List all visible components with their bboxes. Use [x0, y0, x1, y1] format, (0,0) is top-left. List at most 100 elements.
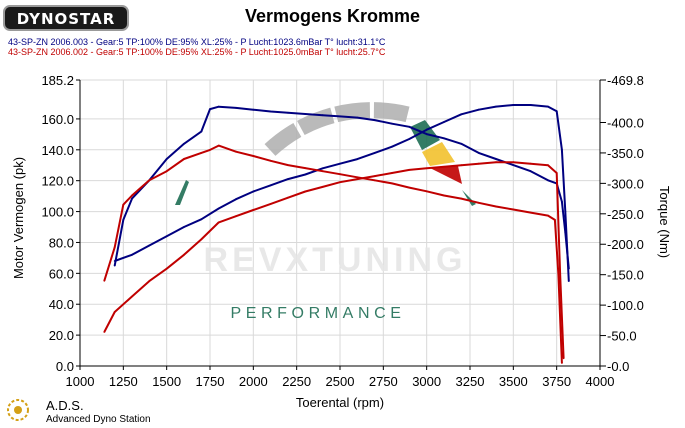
x-tick-label: 2500: [326, 374, 355, 389]
watermark-gauge-red: [430, 166, 462, 184]
data-point: [287, 111, 289, 114]
data-point: [555, 172, 558, 174]
data-point: [235, 107, 237, 109]
data-point: [495, 158, 497, 160]
data-point: [339, 115, 341, 118]
x-tick-label: 3250: [456, 374, 485, 389]
data-point: [425, 133, 428, 136]
data-point: [252, 108, 255, 111]
data-point: [200, 152, 203, 154]
data-point: [113, 246, 116, 249]
data-point: [200, 130, 203, 133]
data-point: [356, 116, 359, 119]
data-point: [547, 105, 549, 108]
data-point: [200, 238, 203, 241]
y-tick-label-left: 120.0: [41, 174, 74, 189]
data-point: [391, 145, 393, 148]
y-tick-label-right: -469.8: [607, 73, 644, 88]
data-point: [547, 179, 549, 182]
data-point: [373, 152, 376, 154]
watermark-gauge-green: [410, 120, 440, 150]
y-tick-label-right: -400.0: [607, 115, 644, 130]
run-1-info: 43-SP-ZN 2006.003 - Gear:5 TP:100% DE:95…: [8, 37, 386, 47]
data-point: [131, 253, 133, 256]
data-point: [252, 155, 255, 157]
run-2-info: 43-SP-ZN 2006.002 - Gear:5 TP:100% DE:95…: [8, 47, 386, 57]
data-point: [339, 162, 341, 165]
data-point: [512, 208, 515, 211]
data-point: [356, 158, 359, 161]
chart-grid: [79, 79, 601, 367]
data-point: [529, 104, 532, 106]
x-tick-label: 2750: [369, 374, 398, 389]
data-point: [148, 280, 151, 282]
y-tick-label-left: 20.0: [49, 328, 74, 343]
data-point: [512, 164, 515, 167]
x-tick-label: 1750: [196, 374, 225, 389]
data-point: [113, 311, 116, 313]
x-tick-label: 1500: [152, 374, 181, 389]
dynostar-logo: DYNOSTAR: [3, 5, 129, 31]
x-tick-label: 3750: [542, 374, 571, 389]
series-lines: [103, 104, 570, 364]
x-tick-label: 1000: [66, 374, 95, 389]
dynostar-logo-text: DYNOSTAR: [16, 10, 116, 28]
data-point: [567, 267, 570, 270]
data-point: [529, 211, 532, 214]
data-point: [559, 272, 561, 275]
series-run-1-torque: [113, 105, 570, 269]
data-point: [561, 362, 563, 364]
y-tick-label-left: 40.0: [49, 297, 74, 312]
data-point: [183, 253, 185, 256]
data-point: [321, 167, 324, 170]
data-point: [408, 186, 411, 189]
data-point: [460, 164, 463, 167]
series-run-2-power: [103, 161, 565, 359]
data-point: [269, 110, 272, 113]
data-point: [269, 159, 272, 162]
y-tick-label-right: -250.0: [607, 207, 644, 222]
data-point: [165, 235, 168, 238]
data-point: [183, 158, 185, 160]
data-point: [148, 179, 151, 182]
data-point: [567, 280, 570, 282]
data-point: [287, 178, 289, 181]
y-tick-label-left: 80.0: [49, 235, 74, 250]
data-point: [425, 190, 428, 193]
watermark-swoosh-right: [462, 190, 476, 206]
data-point: [339, 173, 341, 176]
data-point: [547, 164, 549, 167]
data-point: [217, 105, 220, 108]
data-point: [529, 162, 532, 165]
data-point: [131, 194, 133, 197]
data-point: [408, 125, 411, 128]
data-point: [391, 182, 393, 185]
data-point: [103, 279, 106, 282]
data-point: [165, 267, 168, 270]
data-point: [131, 197, 133, 200]
y-tick-label-right: -0.0: [607, 359, 629, 374]
data-point: [252, 190, 255, 193]
data-point: [373, 179, 376, 182]
chart-title: Vermogens Kromme: [244, 6, 421, 26]
series-run-1-power: [114, 104, 570, 282]
data-point: [165, 170, 168, 173]
ads-logo-icon: [7, 399, 29, 421]
data-point: [209, 149, 211, 151]
series-run-2-torque: [103, 144, 563, 364]
data-point: [512, 161, 515, 164]
x-tick-label: 2250: [282, 374, 311, 389]
data-point: [122, 203, 125, 206]
data-point: [122, 219, 125, 221]
data-point: [555, 110, 558, 113]
data-point: [321, 170, 324, 173]
data-point: [554, 219, 556, 221]
data-point: [495, 105, 497, 108]
data-point: [443, 121, 445, 123]
watermark-gauge-yellow: [422, 142, 455, 166]
revx-watermark: REVXTUNING PERFORMANCE: [175, 102, 476, 322]
y-tick-label-right: -350.0: [607, 146, 644, 161]
data-point: [165, 158, 168, 160]
data-point: [557, 273, 560, 276]
x-tick-label: 1250: [109, 374, 138, 389]
